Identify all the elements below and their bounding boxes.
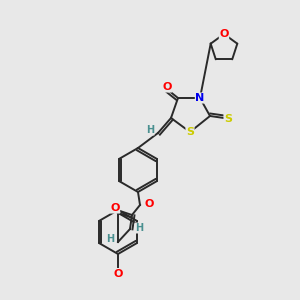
- Text: N: N: [195, 93, 205, 103]
- Text: S: S: [224, 114, 232, 124]
- Text: H: H: [146, 125, 154, 135]
- Text: O: O: [219, 29, 229, 39]
- Text: O: O: [162, 82, 172, 92]
- Text: H: H: [135, 223, 143, 233]
- Text: S: S: [186, 127, 194, 137]
- Text: O: O: [113, 269, 123, 279]
- Text: O: O: [110, 203, 120, 213]
- Text: O: O: [144, 199, 154, 209]
- Text: H: H: [106, 234, 114, 244]
